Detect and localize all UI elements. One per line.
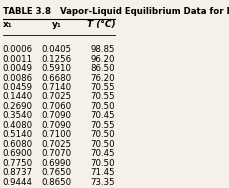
Text: 76.20: 76.20	[90, 74, 115, 83]
Text: 0.6680: 0.6680	[41, 74, 71, 83]
Text: 0.7100: 0.7100	[41, 130, 71, 139]
Text: 0.7090: 0.7090	[41, 121, 71, 130]
Text: T (°C): T (°C)	[86, 20, 115, 29]
Text: 0.0006: 0.0006	[3, 45, 33, 54]
Text: x₁: x₁	[3, 20, 12, 29]
Text: 0.7070: 0.7070	[41, 149, 71, 158]
Text: 0.1440: 0.1440	[3, 92, 33, 102]
Text: TABLE 3.8   Vapor-Liquid Equilibrium Data for Problem 3.10: TABLE 3.8 Vapor-Liquid Equilibrium Data …	[3, 7, 229, 16]
Text: 73.35: 73.35	[90, 178, 115, 187]
Text: 0.8650: 0.8650	[41, 178, 71, 187]
Text: 0.7140: 0.7140	[41, 83, 71, 92]
Text: 0.2690: 0.2690	[3, 102, 32, 111]
Text: 0.3540: 0.3540	[3, 111, 33, 121]
Text: 70.55: 70.55	[90, 121, 115, 130]
Text: 98.85: 98.85	[90, 45, 115, 54]
Text: 0.7090: 0.7090	[41, 111, 71, 121]
Text: 70.55: 70.55	[90, 92, 115, 102]
Text: 70.55: 70.55	[90, 83, 115, 92]
Text: 0.7060: 0.7060	[41, 102, 71, 111]
Text: 0.7650: 0.7650	[41, 168, 71, 177]
Text: 70.45: 70.45	[90, 111, 115, 121]
Text: 71.45: 71.45	[90, 168, 115, 177]
Text: 0.6990: 0.6990	[41, 159, 71, 168]
Text: 0.0086: 0.0086	[3, 74, 33, 83]
Text: 0.0011: 0.0011	[3, 55, 33, 64]
Text: 0.6900: 0.6900	[3, 149, 32, 158]
Text: 96.20: 96.20	[90, 55, 115, 64]
Text: 0.5910: 0.5910	[41, 64, 71, 73]
Text: 70.50: 70.50	[90, 140, 115, 149]
Text: 0.4080: 0.4080	[3, 121, 33, 130]
Text: 0.7025: 0.7025	[41, 140, 71, 149]
Text: 70.45: 70.45	[90, 149, 115, 158]
Text: 0.0405: 0.0405	[41, 45, 71, 54]
Text: 70.50: 70.50	[90, 130, 115, 139]
Text: 0.7750: 0.7750	[3, 159, 33, 168]
Text: 0.6080: 0.6080	[3, 140, 33, 149]
Text: 0.0049: 0.0049	[3, 64, 32, 73]
Text: y₁: y₁	[52, 20, 61, 29]
Text: 86.50: 86.50	[90, 64, 115, 73]
Text: 0.8737: 0.8737	[3, 168, 33, 177]
Text: 70.50: 70.50	[90, 102, 115, 111]
Text: 0.7025: 0.7025	[41, 92, 71, 102]
Text: 0.0459: 0.0459	[3, 83, 32, 92]
Text: 0.9444: 0.9444	[3, 178, 32, 187]
Text: 0.1256: 0.1256	[41, 55, 71, 64]
Text: 70.50: 70.50	[90, 159, 115, 168]
Text: 0.5140: 0.5140	[3, 130, 33, 139]
